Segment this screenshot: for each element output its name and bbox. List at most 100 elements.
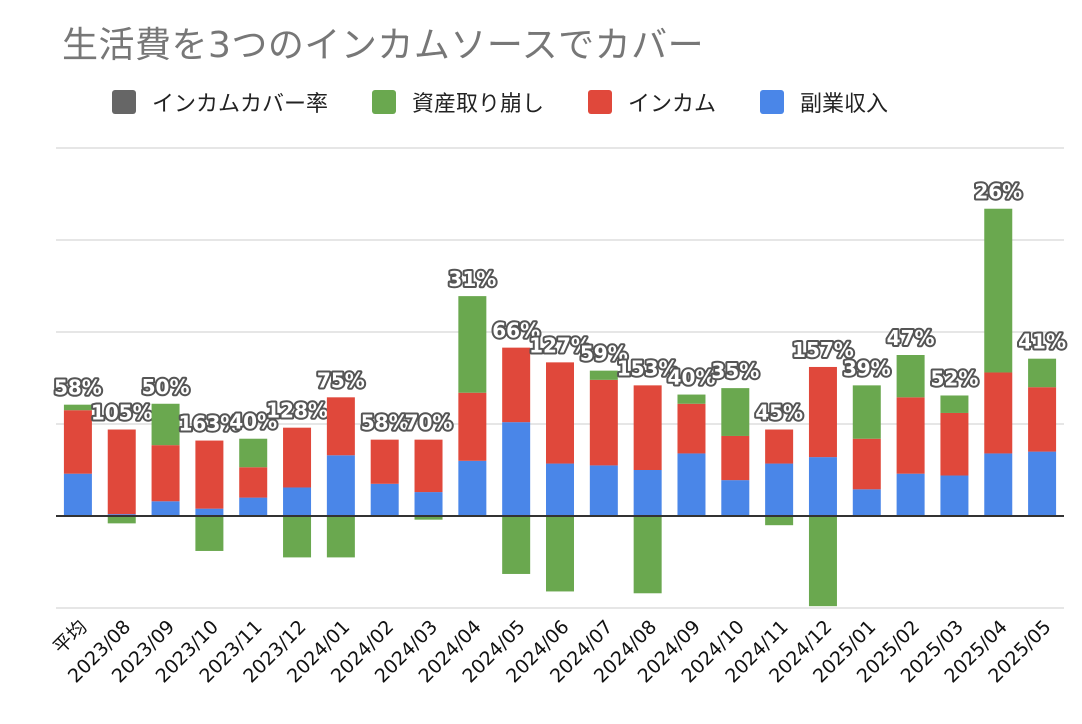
- bar-drawdown: [765, 516, 794, 526]
- legend-label-drawdown: 資産取り崩し: [412, 92, 545, 117]
- bar-side-income: [326, 455, 355, 516]
- bar-drawdown: [283, 516, 312, 558]
- bar-side-income: [370, 483, 399, 516]
- bar-drawdown: [414, 516, 443, 520]
- coverage-label: 157%: [792, 338, 854, 362]
- legend-label-income: インカム: [628, 92, 717, 117]
- bar-side-income: [677, 453, 706, 516]
- bar-income: [808, 366, 837, 458]
- coverage-label: 58%: [54, 376, 102, 400]
- bar-drawdown: [677, 394, 706, 404]
- bar-side-income: [63, 473, 92, 516]
- legend-item-coverage: インカムカバー率: [112, 86, 328, 118]
- bar-side-income: [852, 489, 881, 516]
- bar-drawdown: [1028, 358, 1057, 388]
- bar-income: [546, 362, 574, 464]
- coverage-label: 52%: [930, 366, 978, 390]
- legend-label-coverage: インカムカバー率: [152, 92, 329, 117]
- bar-side-income: [546, 463, 574, 516]
- bar-income: [414, 439, 443, 493]
- coverage-label: 58%: [361, 411, 409, 435]
- coverage-label: 47%: [887, 326, 935, 350]
- chart-title: 生活費を3つのインカムソースでカバー: [62, 25, 705, 66]
- bar-income: [852, 438, 881, 490]
- bar-income: [239, 467, 268, 498]
- bar-side-income: [721, 480, 750, 516]
- bar-income: [984, 372, 1013, 454]
- bar-income: [502, 347, 531, 423]
- legend-item-side-income: 副業収入: [760, 86, 888, 118]
- coverage-label: 40%: [229, 410, 277, 434]
- bar-side-income: [808, 457, 837, 516]
- coverage-label: 163%: [178, 412, 240, 436]
- bar-drawdown: [984, 208, 1013, 373]
- bar-side-income: [283, 487, 312, 516]
- bar-side-income: [502, 422, 531, 516]
- bar-side-income: [1028, 451, 1057, 516]
- bar-side-income: [151, 501, 180, 516]
- bar-side-income: [239, 497, 268, 516]
- coverage-label: 31%: [448, 267, 496, 291]
- coverage-label: 66%: [492, 319, 540, 343]
- coverage-label: 105%: [91, 401, 153, 425]
- coverage-label: 153%: [617, 356, 679, 380]
- bar-drawdown: [502, 516, 531, 574]
- legend-swatch-income: [588, 90, 613, 114]
- bar-income: [896, 397, 925, 474]
- legend-swatch-side-income: [760, 90, 785, 114]
- bar-drawdown: [940, 395, 969, 413]
- bar-side-income: [940, 475, 969, 516]
- coverage-label: 59%: [580, 342, 628, 366]
- bar-income: [633, 385, 662, 470]
- legend-item-drawdown: 資産取り崩し: [372, 86, 544, 118]
- bar-income: [458, 392, 487, 461]
- coverage-label: 26%: [974, 180, 1022, 204]
- bar-income: [283, 427, 312, 488]
- bar-drawdown: [63, 404, 92, 411]
- bar-income: [195, 440, 224, 509]
- bar-drawdown: [852, 385, 881, 439]
- bar-income: [151, 445, 180, 502]
- bar-drawdown: [107, 516, 136, 524]
- legend-item-income: インカム: [588, 86, 716, 118]
- bar-drawdown: [721, 388, 750, 436]
- bar-income: [765, 429, 794, 464]
- bar-income: [326, 397, 355, 456]
- bar-income: [589, 379, 618, 466]
- bar-drawdown: [633, 516, 662, 594]
- bar-drawdown: [589, 370, 618, 380]
- bar-income: [1028, 387, 1057, 452]
- bar-side-income: [896, 473, 925, 516]
- bar-drawdown: [808, 516, 837, 607]
- bar-drawdown: [151, 403, 180, 446]
- bar-drawdown: [239, 438, 268, 468]
- bar-side-income: [458, 460, 487, 516]
- legend-swatch-drawdown: [372, 90, 397, 114]
- legend-label-side-income: 副業収入: [800, 92, 889, 117]
- coverage-label: 50%: [142, 375, 190, 399]
- coverage-label: 39%: [843, 356, 891, 380]
- bar-income: [63, 410, 92, 474]
- bar-drawdown: [195, 516, 224, 551]
- coverage-label: 40%: [668, 366, 716, 390]
- bar-income: [370, 439, 399, 484]
- bar-income: [940, 412, 969, 476]
- bar-income: [107, 429, 136, 515]
- legend-swatch-coverage: [112, 90, 136, 114]
- bar-income: [721, 435, 750, 481]
- chart-legend: インカムカバー率 資産取り崩し インカム 副業収入: [112, 86, 932, 118]
- bar-side-income: [414, 492, 443, 516]
- bar-side-income: [765, 463, 794, 516]
- bar-income: [677, 403, 706, 454]
- bar-side-income: [984, 453, 1013, 516]
- bar-side-income: [589, 465, 618, 516]
- coverage-label: 127%: [529, 333, 591, 357]
- coverage-label: 35%: [711, 359, 759, 383]
- bar-drawdown: [326, 516, 355, 558]
- bar-side-income: [633, 470, 662, 516]
- coverage-label: 128%: [266, 399, 328, 423]
- bar-drawdown: [458, 296, 487, 393]
- coverage-label: 75%: [317, 368, 365, 392]
- coverage-label: 41%: [1018, 330, 1066, 354]
